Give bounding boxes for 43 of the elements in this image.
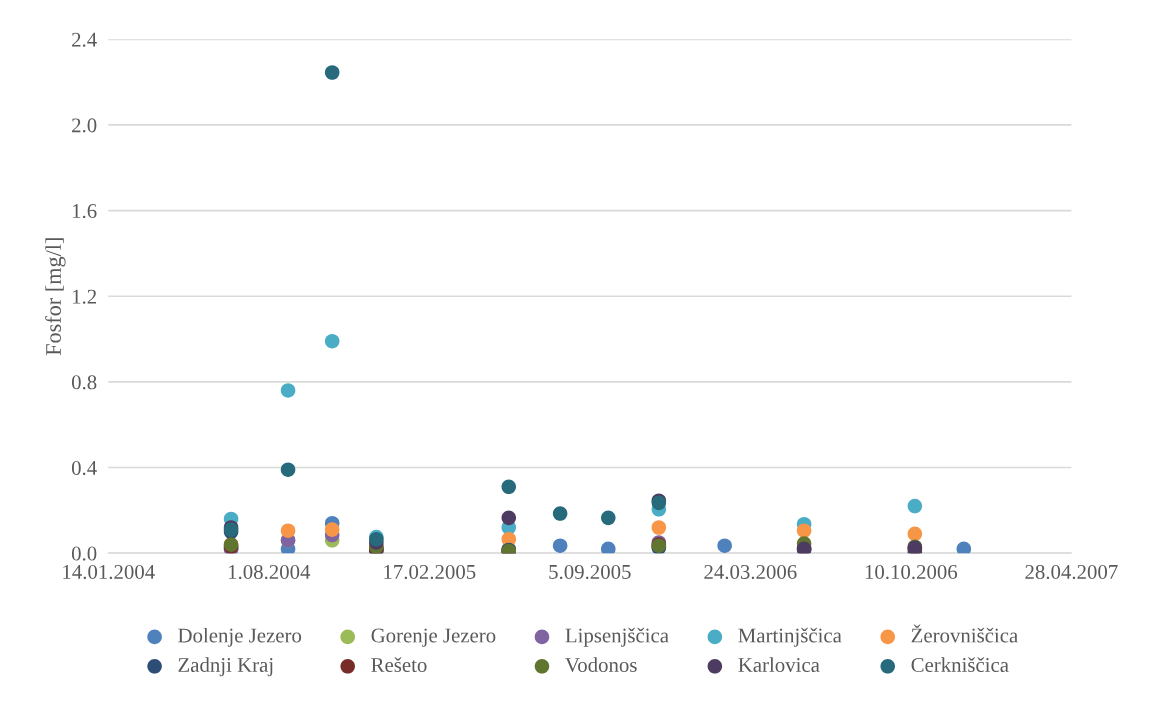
point (324, 522, 340, 537)
x-tick-label: 28.04.2007 (1025, 564, 1118, 580)
point (907, 526, 923, 542)
point (552, 538, 568, 553)
legend-label: Vodonos (565, 657, 637, 673)
x-tick-label: 14.01.2004 (63, 564, 155, 580)
legend-label: Žerovniščica (911, 624, 1018, 643)
y-tick-label: 2.4 (72, 32, 97, 47)
x-tick-label: 1.08.2004 (228, 564, 311, 580)
point (601, 510, 616, 526)
x-tick-label: 17.02.2005 (384, 564, 476, 580)
point (280, 523, 296, 538)
legend-label: Dolenje Jezero (178, 627, 302, 647)
point (796, 523, 812, 538)
point (651, 520, 667, 535)
legend-label: Rešeto (371, 657, 427, 672)
point (324, 333, 340, 349)
point (552, 506, 568, 521)
point (956, 541, 972, 554)
point (501, 510, 517, 526)
legend-label: Martinjščica (738, 627, 842, 647)
y-tick-label: 0.4 (71, 460, 97, 476)
y-tick-label: 0.0 (71, 546, 97, 561)
point (324, 65, 340, 80)
legend-label: Karlovica (738, 657, 820, 672)
x-tick-label: 5.09.2005 (549, 564, 631, 580)
y-tick-label: 0.8 (71, 375, 97, 390)
legend-label: Zadnji Kraj (178, 657, 273, 677)
point (907, 498, 923, 514)
y-tick-label: 1.6 (72, 204, 97, 219)
point (280, 383, 296, 398)
x-tick-label: 10.10.2006 (865, 564, 958, 580)
x-tick-label: 24.03.2006 (704, 564, 797, 580)
point (717, 538, 732, 553)
y-axis-title: Fosfor [mg/l] (45, 238, 66, 356)
legend-label: Cerkniščica (911, 657, 1009, 672)
legend-label: Lipsenjščica (565, 627, 669, 647)
legend-label: Gorenje Jezero (371, 628, 496, 647)
point (280, 462, 296, 477)
y-tick-label: 2.0 (72, 118, 97, 133)
point (501, 479, 517, 495)
point (601, 541, 616, 554)
y-tick-label: 1.2 (72, 289, 97, 304)
